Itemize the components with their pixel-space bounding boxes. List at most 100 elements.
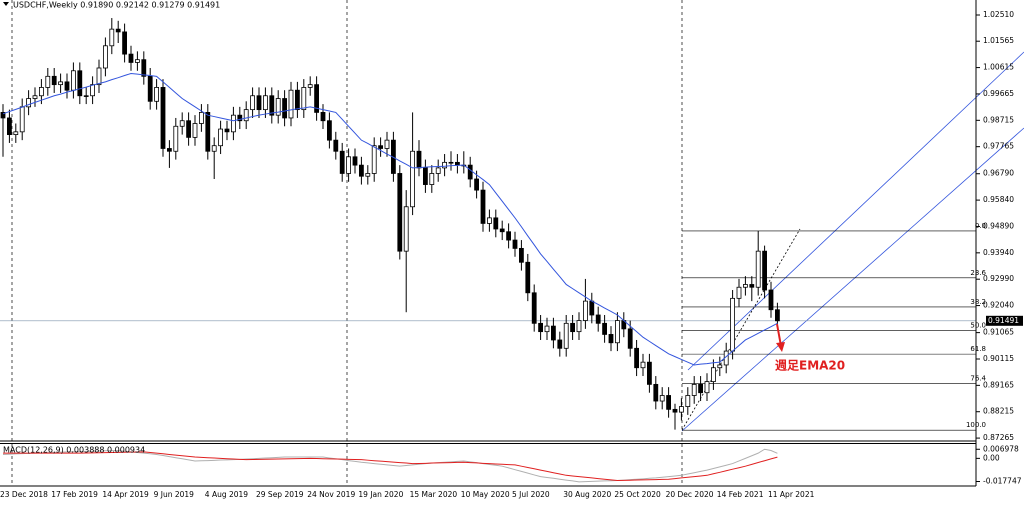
fib-label: 38.2 <box>970 298 986 306</box>
candle-body <box>474 178 480 191</box>
candle-body <box>717 364 723 369</box>
y-tick-label: 0.89165 <box>983 380 1014 389</box>
y-tick-label: 0.92990 <box>983 274 1014 283</box>
candle-body <box>275 98 281 116</box>
candle-body <box>691 383 697 396</box>
candle-body <box>103 45 108 69</box>
candle-body <box>141 59 147 77</box>
candle-body <box>45 75 51 88</box>
candle-body <box>775 309 780 322</box>
fib-label: 23.6 <box>970 269 986 277</box>
x-tick-label: 20 Dec 2020 <box>666 490 714 499</box>
candle-body <box>762 250 767 291</box>
candle-body <box>166 148 172 152</box>
candle-body <box>192 123 198 138</box>
y-tick-label: 0.97765 <box>983 142 1014 151</box>
channel-line <box>681 127 1024 432</box>
x-tick-label: 24 Nov 2019 <box>307 490 355 499</box>
candle-body <box>371 145 377 174</box>
candle-body <box>685 395 691 407</box>
candle-body <box>416 150 422 169</box>
candle-body <box>0 112 6 119</box>
candle-body <box>77 70 83 97</box>
candle-body <box>551 325 556 341</box>
candle-body <box>403 206 409 252</box>
y-tick-label: -0.017747 <box>983 476 1022 485</box>
candle-body <box>365 173 371 177</box>
candle-body <box>198 112 204 124</box>
candle-body <box>352 156 358 166</box>
ema-line <box>2 73 778 366</box>
candle-body <box>538 322 543 333</box>
candle-body <box>160 87 166 149</box>
candle-body <box>442 161 448 169</box>
candle-body <box>429 173 435 185</box>
candle-body <box>448 161 454 164</box>
menu-arrow <box>3 2 9 6</box>
candle-body <box>589 300 595 316</box>
candle-body <box>563 322 569 349</box>
fib-label: 0.0 <box>975 222 986 230</box>
candle-body <box>224 128 230 133</box>
x-tick-label: 29 Sep 2019 <box>256 490 304 499</box>
candle-body <box>672 408 678 413</box>
candle-body <box>755 250 761 288</box>
candle-body <box>109 28 115 47</box>
candle-body <box>96 67 102 86</box>
x-tick-label: 14 Feb 2021 <box>717 490 764 499</box>
candle-body <box>422 167 428 185</box>
y-tick-label: 0.98715 <box>983 115 1014 124</box>
candle-body <box>602 322 607 335</box>
candle-body <box>288 89 294 119</box>
candle-body <box>736 286 742 299</box>
candle-body <box>486 217 492 224</box>
fib-label: 100.0 <box>966 421 986 429</box>
fib-label: 76.4 <box>970 374 986 382</box>
plot <box>0 18 976 483</box>
candle-body <box>39 87 44 97</box>
candle-body <box>512 239 518 249</box>
candle-body <box>525 261 531 294</box>
candle-body <box>358 164 364 177</box>
candle-body <box>768 289 774 311</box>
candle-body <box>326 120 332 141</box>
last-price-label: 0.91491 <box>988 316 1019 325</box>
y-tick-label: 0.88215 <box>983 407 1014 416</box>
candle-body <box>294 89 300 111</box>
candle-body <box>480 189 486 224</box>
candle-body <box>749 284 755 288</box>
x-tick-label: 25 Oct 2020 <box>614 490 661 499</box>
candle-body <box>659 395 665 402</box>
candle-body <box>250 95 256 111</box>
y-tick-label: 0.94890 <box>983 221 1014 230</box>
candle-body <box>627 328 633 349</box>
candle-body <box>698 383 703 394</box>
x-tick-label: 15 Mar 2020 <box>410 490 458 499</box>
x-tick-label: 4 Aug 2019 <box>205 490 248 499</box>
candle-body <box>262 95 268 111</box>
candle-body <box>544 325 550 333</box>
candle-body <box>58 81 63 86</box>
candle-body <box>647 361 652 385</box>
candle-body <box>615 320 620 344</box>
header: USDCHF,Weekly 0.91890 0.92142 0.91279 0.… <box>13 1 220 10</box>
y-tick-label: 0.91065 <box>983 328 1014 337</box>
y-tick-label: 0.99665 <box>983 89 1014 98</box>
y-tick-label: 0.90115 <box>983 354 1014 363</box>
candle-body <box>71 70 76 91</box>
last-price-box <box>986 315 1023 326</box>
candle-body <box>666 395 671 410</box>
y-tick-label: 0.92040 <box>983 301 1014 310</box>
candle-body <box>179 120 185 127</box>
y-tick-label: 0.93940 <box>983 248 1014 257</box>
indicator-line <box>3 451 778 482</box>
candle-body <box>730 297 735 352</box>
y-tick-label: 1.00615 <box>983 63 1014 72</box>
y-tick-label: 1.02510 <box>983 10 1014 19</box>
x-tick-label: 5 Jul 2020 <box>512 490 550 499</box>
candle-body <box>13 131 19 136</box>
candle-body <box>147 75 153 102</box>
candle-body <box>346 156 352 174</box>
candle-body <box>608 334 614 344</box>
candle-body <box>19 106 25 133</box>
